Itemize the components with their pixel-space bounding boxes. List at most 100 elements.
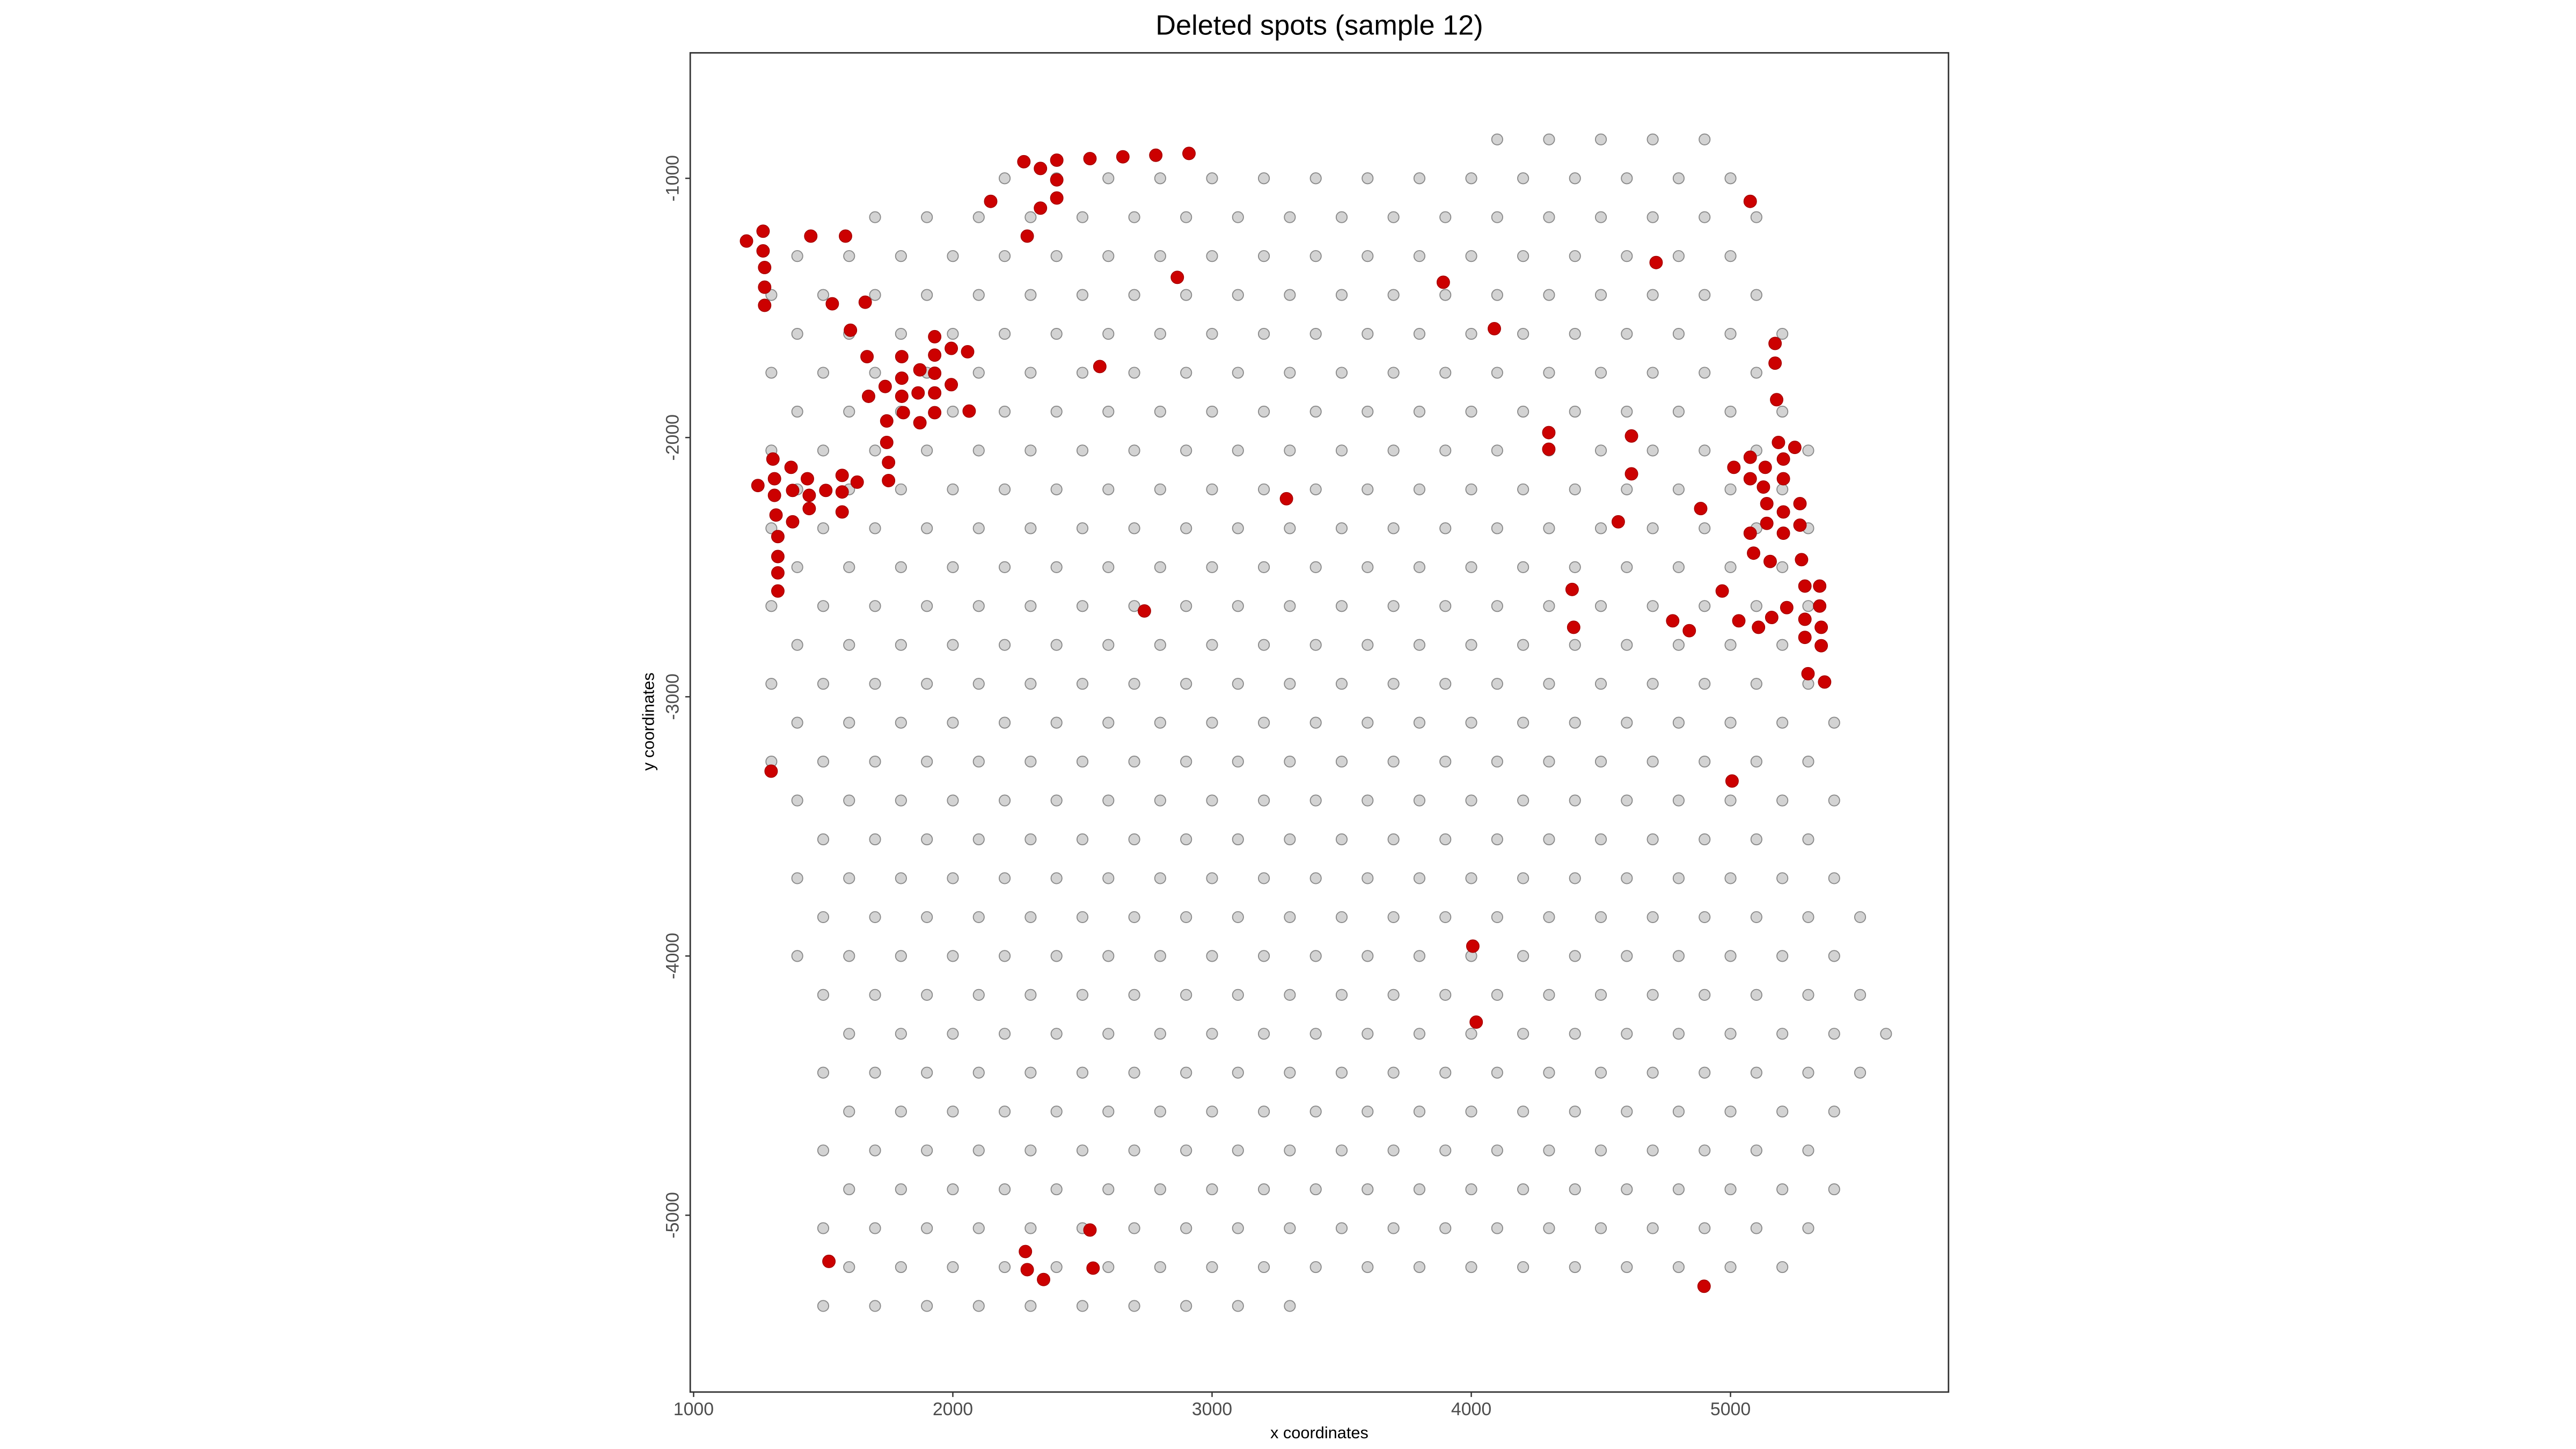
- spot: [869, 211, 881, 223]
- spot: [740, 234, 753, 248]
- spot: [1624, 467, 1638, 481]
- spot: [1776, 639, 1789, 651]
- spot: [928, 330, 942, 343]
- spot: [1724, 1106, 1737, 1118]
- spot: [791, 561, 803, 573]
- spot: [862, 390, 875, 403]
- spot: [1387, 833, 1400, 846]
- spot: [1798, 612, 1812, 626]
- spot: [1465, 250, 1477, 262]
- spot: [1182, 147, 1196, 160]
- spot: [1569, 716, 1581, 729]
- spot: [1362, 872, 1374, 884]
- spot: [802, 502, 816, 516]
- spot: [1569, 1028, 1581, 1040]
- spot: [1017, 155, 1031, 169]
- spot: [1594, 600, 1607, 612]
- spot: [1594, 911, 1607, 923]
- spot: [766, 452, 780, 466]
- spot: [1491, 211, 1503, 223]
- spot: [1335, 522, 1348, 535]
- spot: [817, 989, 830, 1001]
- spot: [1284, 678, 1296, 690]
- spot: [1724, 950, 1737, 962]
- spot: [1646, 444, 1659, 457]
- spot: [817, 1066, 830, 1079]
- spot: [1436, 275, 1450, 289]
- spot: [1491, 1066, 1503, 1079]
- spot: [1309, 250, 1322, 262]
- spot: [858, 295, 872, 309]
- spot: [1258, 250, 1270, 262]
- spot: [1517, 1183, 1529, 1196]
- spot: [1517, 950, 1529, 962]
- spot: [947, 1106, 959, 1118]
- spot: [869, 678, 881, 690]
- spot: [972, 756, 985, 768]
- spot: [1102, 561, 1115, 573]
- spot: [1594, 133, 1607, 145]
- spot: [1802, 1066, 1814, 1079]
- spot: [1768, 336, 1782, 350]
- spot: [1465, 872, 1477, 884]
- spot: [1569, 483, 1581, 495]
- spot: [1413, 794, 1425, 807]
- spot: [1034, 201, 1048, 215]
- spot: [817, 678, 830, 690]
- spot: [869, 1222, 881, 1234]
- spot: [1776, 472, 1790, 486]
- spot: [869, 367, 881, 379]
- spot: [1517, 327, 1529, 340]
- spot: [928, 348, 942, 362]
- spot: [1854, 989, 1867, 1001]
- spot: [1387, 444, 1400, 457]
- spot: [1750, 211, 1762, 223]
- spot: [1569, 639, 1581, 651]
- spot: [1768, 356, 1782, 370]
- spot: [896, 406, 910, 420]
- spot: [1724, 250, 1737, 262]
- spot: [1750, 833, 1762, 846]
- spot: [1750, 1066, 1762, 1079]
- spot: [1258, 716, 1270, 729]
- spot: [1672, 250, 1685, 262]
- spot: [1076, 678, 1089, 690]
- spot: [765, 522, 778, 535]
- spot: [1309, 1106, 1322, 1118]
- spot: [1309, 1028, 1322, 1040]
- spot: [921, 444, 933, 457]
- y-tick-label: -5000: [663, 1192, 683, 1239]
- spot: [1024, 756, 1037, 768]
- spot: [1180, 600, 1192, 612]
- spot: [1765, 611, 1779, 624]
- spot: [1180, 833, 1192, 846]
- spot: [1309, 1261, 1322, 1274]
- spot: [998, 1028, 1011, 1040]
- spot: [1154, 172, 1166, 185]
- spot: [1646, 133, 1659, 145]
- spot: [1776, 505, 1790, 519]
- spot: [1180, 1300, 1192, 1312]
- spot: [1814, 620, 1828, 634]
- spot: [972, 600, 985, 612]
- spot: [1621, 1183, 1633, 1196]
- spot: [817, 367, 830, 379]
- spot: [1594, 678, 1607, 690]
- spot: [1542, 442, 1556, 456]
- spot: [1569, 250, 1581, 262]
- spot: [1102, 1106, 1115, 1118]
- spot: [1362, 327, 1374, 340]
- spot: [1335, 1066, 1348, 1079]
- spot: [1802, 1222, 1814, 1234]
- spot: [1284, 367, 1296, 379]
- spot: [1543, 367, 1555, 379]
- spot: [1465, 405, 1477, 418]
- spot: [895, 371, 909, 385]
- spot: [1128, 756, 1140, 768]
- spot: [1116, 150, 1130, 164]
- spot: [972, 678, 985, 690]
- spot: [784, 460, 798, 474]
- spot: [1672, 639, 1685, 651]
- spot: [758, 280, 772, 294]
- spot: [765, 600, 778, 612]
